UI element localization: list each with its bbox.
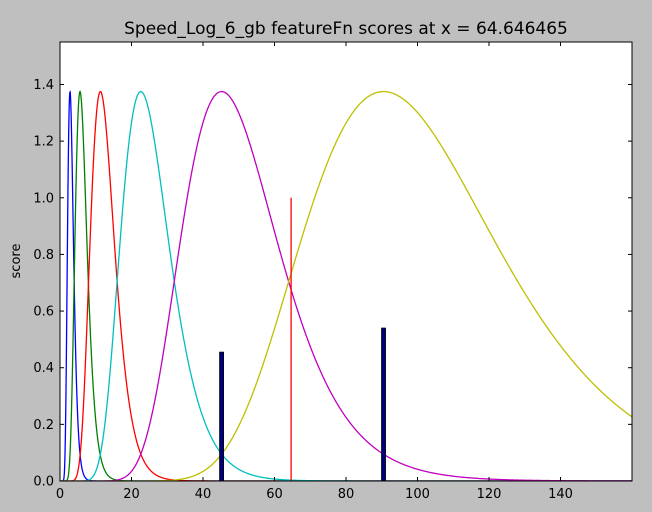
y-tick-label: 0.4: [33, 361, 54, 376]
score-bar-2: [381, 327, 386, 482]
y-tick-label: 0.8: [33, 248, 54, 263]
y-tick-label: 1.0: [33, 191, 54, 206]
score-curve-3: [60, 90, 632, 481]
x-tick-label: 60: [266, 487, 283, 502]
y-tick-label: 0.6: [33, 305, 54, 320]
score-curve-6: [60, 90, 632, 481]
x-tick-label: 100: [405, 487, 430, 502]
y-tick-label: 1.2: [33, 135, 54, 150]
x-tick-label: 20: [123, 487, 140, 502]
x-tick-label: 80: [338, 487, 355, 502]
x-tick-label: 140: [548, 487, 573, 502]
y-axis-label: score: [9, 244, 24, 279]
plot-area: [60, 42, 632, 481]
chart-title: Speed_Log_6_gb featureFn scores at x = 6…: [124, 19, 568, 39]
y-tick-label: 0.2: [33, 418, 54, 433]
y-tick-label: 0.0: [33, 475, 54, 490]
score-bar-1: [219, 351, 224, 482]
x-tick-label: 40: [195, 487, 212, 502]
score-curve-2: [60, 90, 632, 481]
score-curve-5: [60, 90, 632, 481]
axes-layer: 0 20 40 60 80 100 120 140 0.0 0.2 0.4 0.6 0.8 1.0 1.2 1…: [33, 42, 632, 502]
y-tick-label: 1.4: [33, 78, 54, 93]
x-tick-label: 0: [56, 487, 64, 502]
score-curve-4: [60, 90, 632, 481]
x-tick-label: 120: [477, 487, 502, 502]
